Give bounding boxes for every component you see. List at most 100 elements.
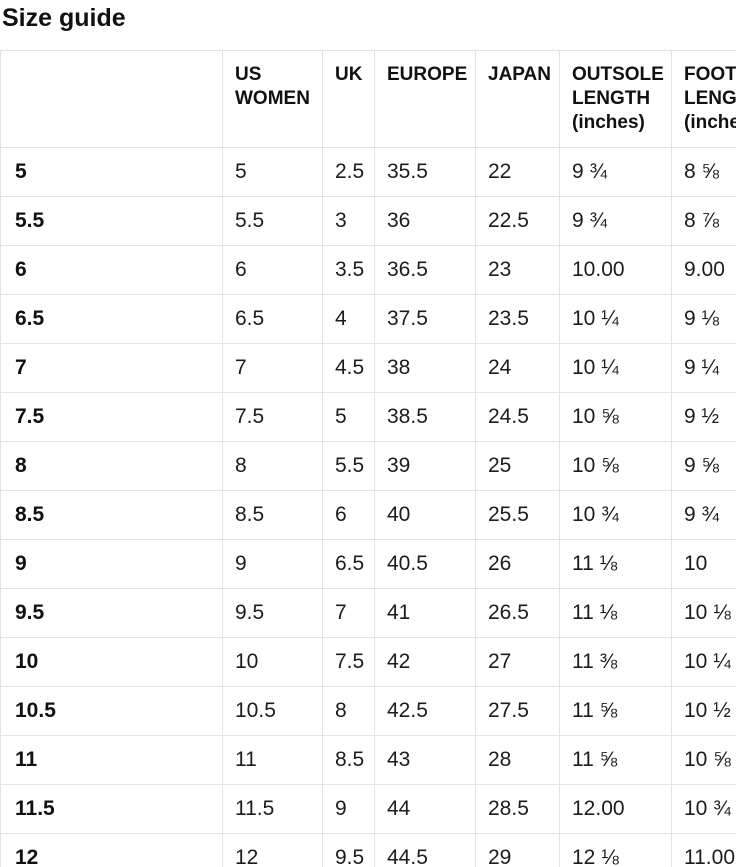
cell-uk: 9.5 bbox=[322, 833, 375, 867]
cell-outsole-length: 11 ⅛ bbox=[559, 539, 672, 589]
cell-uk: 4.5 bbox=[322, 343, 375, 393]
cell-japan: 22.5 bbox=[475, 196, 560, 246]
cell-foot-length: 10 ¼ bbox=[671, 637, 736, 687]
table-row: 6.5 6.5 4 37.5 23.5 10 ¼ 9 ⅛ bbox=[0, 294, 736, 344]
table-row: 11.5 11.5 9 44 28.5 12.00 10 ¾ bbox=[0, 784, 736, 834]
cell-foot-length: 9 ⅝ bbox=[671, 441, 736, 491]
cell-us-women: 10 bbox=[222, 637, 323, 687]
cell-japan: 28 bbox=[475, 735, 560, 785]
cell-japan: 26 bbox=[475, 539, 560, 589]
row-label: 10.5 bbox=[0, 686, 223, 736]
table-row: 7 7 4.5 38 24 10 ¼ 9 ¼ bbox=[0, 343, 736, 393]
cell-uk: 6 bbox=[322, 490, 375, 540]
row-label: 5.5 bbox=[0, 196, 223, 246]
row-label: 7 bbox=[0, 343, 223, 393]
cell-us-women: 5.5 bbox=[222, 196, 323, 246]
table-row: 5 5 2.5 35.5 22 9 ¾ 8 ⅝ bbox=[0, 147, 736, 197]
column-header-uk: UK bbox=[322, 50, 375, 148]
cell-uk: 3 bbox=[322, 196, 375, 246]
cell-foot-length: 9 ½ bbox=[671, 392, 736, 442]
cell-outsole-length: 11 ⅝ bbox=[559, 686, 672, 736]
cell-uk: 8.5 bbox=[322, 735, 375, 785]
cell-outsole-length: 9 ¾ bbox=[559, 147, 672, 197]
column-header-foot-length: FOOT LENGTH (inches) bbox=[671, 50, 736, 148]
cell-europe: 44.5 bbox=[374, 833, 476, 867]
row-label: 6.5 bbox=[0, 294, 223, 344]
cell-japan: 23 bbox=[475, 245, 560, 295]
cell-uk: 5.5 bbox=[322, 441, 375, 491]
cell-japan: 26.5 bbox=[475, 588, 560, 638]
table-row: 11 11 8.5 43 28 11 ⅝ 10 ⅝ bbox=[0, 735, 736, 785]
table-row: 8.5 8.5 6 40 25.5 10 ¾ 9 ¾ bbox=[0, 490, 736, 540]
cell-foot-length: 9 ¾ bbox=[671, 490, 736, 540]
cell-outsole-length: 11 ⅛ bbox=[559, 588, 672, 638]
cell-outsole-length: 12.00 bbox=[559, 784, 672, 834]
cell-europe: 44 bbox=[374, 784, 476, 834]
cell-outsole-length: 9 ¾ bbox=[559, 196, 672, 246]
cell-uk: 8 bbox=[322, 686, 375, 736]
cell-outsole-length: 10 ⅝ bbox=[559, 441, 672, 491]
row-label: 11 bbox=[0, 735, 223, 785]
table-row: 9.5 9.5 7 41 26.5 11 ⅛ 10 ⅛ bbox=[0, 588, 736, 638]
row-label: 7.5 bbox=[0, 392, 223, 442]
cell-outsole-length: 11 ⅝ bbox=[559, 735, 672, 785]
cell-foot-length: 9.00 bbox=[671, 245, 736, 295]
cell-uk: 3.5 bbox=[322, 245, 375, 295]
cell-outsole-length: 10 ¼ bbox=[559, 294, 672, 344]
row-label: 6 bbox=[0, 245, 223, 295]
size-guide-table: US WOMEN UK EUROPE JAPAN OUTSOLE LENGTH … bbox=[0, 50, 736, 867]
table-row: 12 12 9.5 44.5 29 12 ⅛ 11.00 bbox=[0, 833, 736, 867]
table-row: 6 6 3.5 36.5 23 10.00 9.00 bbox=[0, 245, 736, 295]
cell-us-women: 8 bbox=[222, 441, 323, 491]
cell-europe: 39 bbox=[374, 441, 476, 491]
column-header-outsole-length: OUTSOLE LENGTH (inches) bbox=[559, 50, 672, 148]
row-label: 8.5 bbox=[0, 490, 223, 540]
cell-europe: 36 bbox=[374, 196, 476, 246]
cell-foot-length: 10 ⅝ bbox=[671, 735, 736, 785]
cell-outsole-length: 12 ⅛ bbox=[559, 833, 672, 867]
cell-foot-length: 10 ¾ bbox=[671, 784, 736, 834]
cell-foot-length: 9 ¼ bbox=[671, 343, 736, 393]
cell-us-women: 6.5 bbox=[222, 294, 323, 344]
cell-japan: 29 bbox=[475, 833, 560, 867]
cell-foot-length: 10 bbox=[671, 539, 736, 589]
cell-europe: 40.5 bbox=[374, 539, 476, 589]
cell-japan: 27.5 bbox=[475, 686, 560, 736]
cell-outsole-length: 10 ⅝ bbox=[559, 392, 672, 442]
column-header-europe: EUROPE bbox=[374, 50, 476, 148]
cell-outsole-length: 10.00 bbox=[559, 245, 672, 295]
cell-japan: 25.5 bbox=[475, 490, 560, 540]
cell-us-women: 7 bbox=[222, 343, 323, 393]
cell-japan: 24 bbox=[475, 343, 560, 393]
cell-japan: 28.5 bbox=[475, 784, 560, 834]
cell-uk: 5 bbox=[322, 392, 375, 442]
cell-europe: 43 bbox=[374, 735, 476, 785]
cell-uk: 4 bbox=[322, 294, 375, 344]
cell-foot-length: 8 ⅞ bbox=[671, 196, 736, 246]
cell-foot-length: 10 ½ bbox=[671, 686, 736, 736]
cell-uk: 6.5 bbox=[322, 539, 375, 589]
table-row: 7.5 7.5 5 38.5 24.5 10 ⅝ 9 ½ bbox=[0, 392, 736, 442]
cell-us-women: 11.5 bbox=[222, 784, 323, 834]
row-label: 11.5 bbox=[0, 784, 223, 834]
row-label: 10 bbox=[0, 637, 223, 687]
table-row: 9 9 6.5 40.5 26 11 ⅛ 10 bbox=[0, 539, 736, 589]
cell-foot-length: 9 ⅛ bbox=[671, 294, 736, 344]
cell-uk: 7.5 bbox=[322, 637, 375, 687]
row-label: 8 bbox=[0, 441, 223, 491]
cell-us-women: 7.5 bbox=[222, 392, 323, 442]
column-header-blank bbox=[0, 50, 223, 148]
cell-europe: 40 bbox=[374, 490, 476, 540]
cell-europe: 36.5 bbox=[374, 245, 476, 295]
cell-us-women: 8.5 bbox=[222, 490, 323, 540]
cell-foot-length: 11.00 bbox=[671, 833, 736, 867]
cell-europe: 38 bbox=[374, 343, 476, 393]
cell-japan: 24.5 bbox=[475, 392, 560, 442]
table-row: 10.5 10.5 8 42.5 27.5 11 ⅝ 10 ½ bbox=[0, 686, 736, 736]
cell-us-women: 11 bbox=[222, 735, 323, 785]
cell-japan: 22 bbox=[475, 147, 560, 197]
cell-foot-length: 8 ⅝ bbox=[671, 147, 736, 197]
row-label: 12 bbox=[0, 833, 223, 867]
table-row: 5.5 5.5 3 36 22.5 9 ¾ 8 ⅞ bbox=[0, 196, 736, 246]
